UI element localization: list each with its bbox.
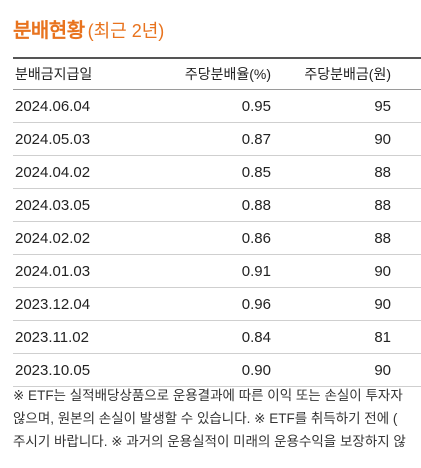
section-title-main: 분배현황 <box>13 20 85 42</box>
cell-payment-date: 2024.04.02 <box>15 163 91 181</box>
cell-payment-date: 2023.11.02 <box>15 328 89 346</box>
cell-distribution-amount: 95 <box>374 97 391 115</box>
cell-distribution-amount: 90 <box>374 361 391 379</box>
header-payment-date: 분배금지급일 <box>15 66 93 82</box>
cell-distribution-rate: 0.95 <box>241 97 271 115</box>
section-title: 분배현황 (최근 2년) <box>13 16 164 46</box>
cell-distribution-amount: 90 <box>374 262 391 280</box>
table-row: 2024.05.03 0.87 90 <box>13 123 421 156</box>
table-row: 2024.02.02 0.86 88 <box>13 222 421 255</box>
cell-distribution-amount: 88 <box>374 229 391 247</box>
table-header-row: 분배금지급일 주당분배율(%) 주당분배금(원) <box>13 59 421 90</box>
cell-distribution-rate: 0.85 <box>241 163 271 181</box>
cell-payment-date: 2023.10.05 <box>15 361 91 379</box>
table-row: 2023.11.02 0.84 81 <box>13 321 421 354</box>
cell-distribution-amount: 88 <box>374 196 391 214</box>
cell-distribution-amount: 88 <box>374 163 391 181</box>
cell-payment-date: 2024.06.04 <box>15 97 91 115</box>
cell-distribution-rate: 0.91 <box>241 262 271 280</box>
table-row: 2023.10.05 0.90 90 <box>13 354 421 387</box>
cell-distribution-rate: 0.84 <box>241 328 271 346</box>
table-row: 2023.12.04 0.96 90 <box>13 288 421 321</box>
distribution-table: 분배금지급일 주당분배율(%) 주당분배금(원) 2024.06.04 0.95… <box>13 57 421 387</box>
disclaimer-notes: ※ ETF는 실적배당상품으로 운용결과에 따른 이익 또는 손실이 투자자 않… <box>13 384 421 453</box>
cell-distribution-amount: 90 <box>374 295 391 313</box>
table-row: 2024.01.03 0.91 90 <box>13 255 421 288</box>
section-title-period: (최근 2년) <box>87 21 165 41</box>
cell-distribution-rate: 0.96 <box>241 295 271 313</box>
disclaimer-line: 주시기 바랍니다. ※ 과거의 운용실적이 미래의 운용수익을 보장하지 않 <box>13 434 406 449</box>
header-distribution-amount: 주당분배금(원) <box>304 66 391 82</box>
disclaimer-line: 않으며, 원본의 손실이 발생할 수 있습니다. ※ ETF를 취득하기 전에 … <box>13 411 398 426</box>
header-distribution-rate: 주당분배율(%) <box>184 66 271 82</box>
table-row: 2024.04.02 0.85 88 <box>13 156 421 189</box>
cell-distribution-amount: 81 <box>374 328 391 346</box>
cell-distribution-rate: 0.88 <box>241 196 271 214</box>
cell-distribution-rate: 0.90 <box>241 361 271 379</box>
cell-distribution-rate: 0.86 <box>241 229 271 247</box>
cell-payment-date: 2024.01.03 <box>15 262 91 280</box>
table-row: 2024.03.05 0.88 88 <box>13 189 421 222</box>
cell-payment-date: 2024.02.02 <box>15 229 91 247</box>
disclaimer-line: ※ ETF는 실적배당상품으로 운용결과에 따른 이익 또는 손실이 투자자 <box>13 388 403 403</box>
cell-distribution-rate: 0.87 <box>241 130 271 148</box>
table-row: 2024.06.04 0.95 95 <box>13 90 421 123</box>
cell-payment-date: 2023.12.04 <box>15 295 91 313</box>
cell-payment-date: 2024.05.03 <box>15 130 91 148</box>
cell-distribution-amount: 90 <box>374 130 391 148</box>
cell-payment-date: 2024.03.05 <box>15 196 91 214</box>
